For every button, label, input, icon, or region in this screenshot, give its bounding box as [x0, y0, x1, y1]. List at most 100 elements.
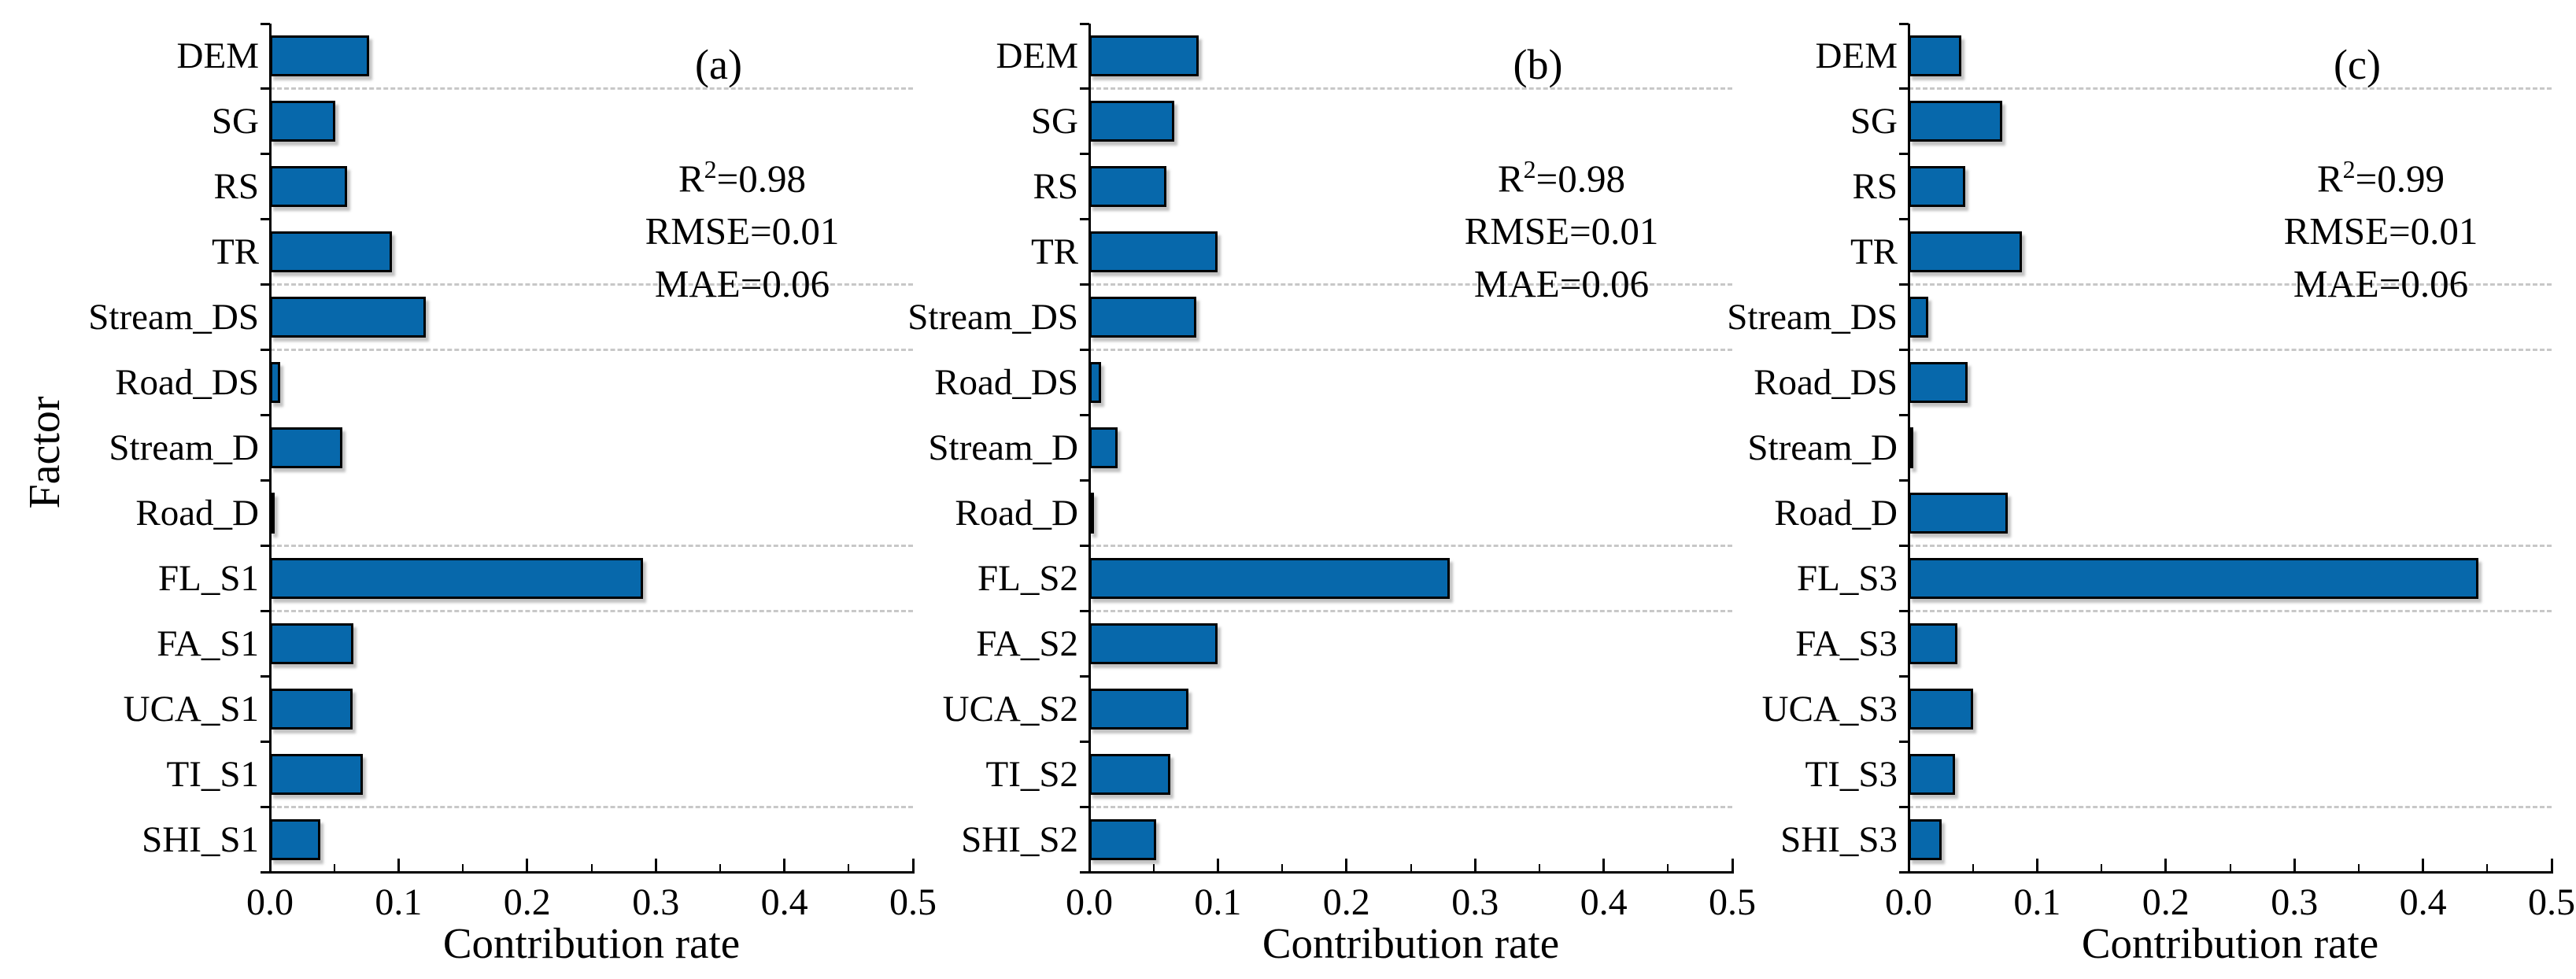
- stats-line: RMSE=0.01: [1464, 209, 1659, 253]
- bar-Stream_DS: [270, 297, 426, 338]
- bar-RS: [1089, 166, 1167, 208]
- bar-SG: [1089, 101, 1174, 142]
- gridline: [1089, 609, 1732, 612]
- category-label-FL_S1: FL_S1: [158, 557, 259, 599]
- bar-SHI_S3: [1909, 818, 1942, 860]
- panel-letter: (b): [1513, 41, 1563, 88]
- category-label-DEM: DEM: [996, 35, 1078, 77]
- bar-FA_S2: [1089, 622, 1218, 664]
- bar-UCA_S2: [1089, 688, 1188, 730]
- x-axis-spine: [268, 870, 915, 874]
- bar-UCA_S3: [1909, 688, 1973, 730]
- gridline: [270, 87, 913, 91]
- x-axis-minor-tick: [848, 864, 850, 871]
- bar-Stream_D: [1089, 427, 1118, 468]
- bar-Road_DS: [1909, 362, 1968, 404]
- bar-SHI_S1: [270, 818, 320, 860]
- y-axis-tick: [261, 544, 270, 547]
- category-label-FA_S2: FA_S2: [976, 622, 1078, 664]
- x-tick-label: 0.4: [1580, 881, 1628, 923]
- stats-line: RMSE=0.01: [645, 209, 840, 253]
- y-axis-tick: [1080, 218, 1089, 221]
- y-axis-tick: [1899, 87, 1909, 91]
- category-label-UCA_S2: UCA_S2: [942, 688, 1078, 730]
- x-axis-major-tick: [1731, 859, 1734, 871]
- bar-SG: [270, 101, 336, 142]
- gridline: [270, 349, 913, 352]
- x-tick-label: 0.1: [1194, 881, 1242, 923]
- bar-TR: [1089, 231, 1218, 273]
- category-label-UCA_S1: UCA_S1: [123, 688, 259, 730]
- gridline: [270, 283, 913, 286]
- stats-line: R2=0.98: [1497, 155, 1626, 201]
- category-label-RS: RS: [1852, 166, 1898, 208]
- x-axis-minor-tick: [1410, 864, 1412, 871]
- y-axis-tick: [261, 674, 270, 678]
- bar-DEM: [270, 35, 369, 77]
- y-axis-tick: [1080, 609, 1089, 612]
- category-label-FL_S3: FL_S3: [1797, 557, 1898, 599]
- x-tick-label: 0.2: [1322, 881, 1370, 923]
- bar-Stream_DS: [1089, 297, 1196, 338]
- category-label-TI_S2: TI_S2: [985, 753, 1079, 795]
- x-axis-minor-tick: [1538, 864, 1540, 871]
- category-label-SHI_S3: SHI_S3: [1780, 818, 1898, 860]
- bar-RS: [270, 166, 348, 208]
- y-axis-tick: [261, 283, 270, 286]
- bar-DEM: [1089, 35, 1199, 77]
- y-axis-tick: [1080, 674, 1089, 678]
- gridline: [1909, 805, 2552, 808]
- y-axis-tick: [1899, 414, 1909, 417]
- category-label-TR: TR: [211, 231, 259, 273]
- y-axis-tick: [261, 22, 270, 25]
- gridline: [270, 544, 913, 547]
- category-label-RS: RS: [1033, 166, 1079, 208]
- gridline: [270, 609, 913, 612]
- x-axis-minor-tick: [462, 864, 464, 871]
- y-axis-tick: [1899, 349, 1909, 352]
- stats-line: MAE=0.06: [2293, 262, 2469, 306]
- bar-FL_S3: [1909, 557, 2478, 599]
- x-axis-major-tick: [1602, 859, 1606, 871]
- category-label-Road_DS: Road_DS: [934, 362, 1078, 404]
- y-axis-tick: [261, 740, 270, 743]
- bar-TI_S1: [270, 753, 363, 795]
- y-axis-tick: [1080, 349, 1089, 352]
- bar-TI_S2: [1089, 753, 1170, 795]
- stats-line: R2=0.98: [678, 155, 807, 201]
- y-axis-spine: [1907, 24, 1910, 874]
- x-axis-minor-tick: [2101, 864, 2103, 871]
- panel-letter: (a): [695, 41, 742, 88]
- bar-UCA_S1: [270, 688, 353, 730]
- y-axis-tick: [1080, 22, 1089, 25]
- x-tick-label: 0.2: [2142, 881, 2190, 923]
- y-axis-tick: [261, 218, 270, 221]
- y-axis-spine: [1088, 24, 1091, 874]
- x-axis-minor-tick: [2486, 864, 2489, 871]
- gridline: [1909, 283, 2552, 286]
- y-axis-tick: [261, 349, 270, 352]
- x-axis-spine: [1907, 870, 2553, 874]
- x-tick-label: 0.1: [375, 881, 423, 923]
- x-tick-label: 0.1: [2013, 881, 2061, 923]
- stats-annotation: R2=0.98 RMSE=0.01 MAE=0.06: [645, 143, 840, 310]
- category-label-TR: TR: [1030, 231, 1078, 273]
- bar-TI_S3: [1909, 753, 1955, 795]
- y-axis-tick: [1899, 283, 1909, 286]
- category-label-Road_D: Road_D: [955, 492, 1078, 534]
- y-axis-tick: [1080, 87, 1089, 91]
- y-axis-tick: [1080, 478, 1089, 482]
- x-axis-minor-tick: [1667, 864, 1669, 871]
- x-axis-major-tick: [2164, 859, 2168, 871]
- category-label-TR: TR: [1850, 231, 1898, 273]
- x-tick-label: 0.5: [2528, 881, 2575, 923]
- bar-TR: [270, 231, 393, 273]
- y-axis-title: Factor: [20, 396, 69, 509]
- stats-line: MAE=0.06: [654, 262, 830, 306]
- x-tick-label: 0.5: [1709, 881, 1756, 923]
- superscript: 2: [1523, 155, 1536, 183]
- gridline: [1909, 349, 2552, 352]
- y-axis-tick: [1080, 870, 1089, 874]
- y-axis-tick: [1899, 22, 1909, 25]
